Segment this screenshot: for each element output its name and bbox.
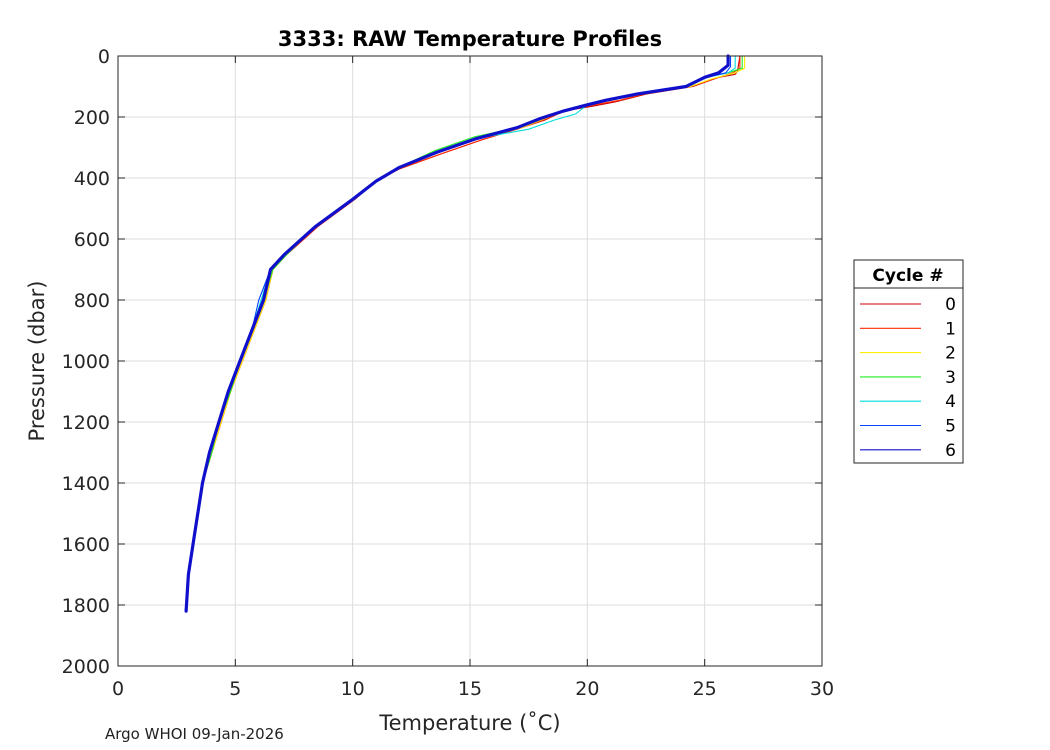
legend-label-cycle-3: 3 <box>945 368 956 388</box>
grid-lines <box>118 56 822 666</box>
x-axis: 0 5 10 15 20 25 30 <box>112 56 834 700</box>
legend-box <box>853 259 964 464</box>
x-tick-label: 0 <box>112 678 124 700</box>
series-line-cycle-1 <box>185 55 741 612</box>
x-tick-label: 20 <box>575 678 599 700</box>
series-line-cycle-5 <box>185 55 732 612</box>
legend: Cycle # 0 1 2 3 4 5 6 <box>853 259 964 464</box>
legend-label-cycle-6: 6 <box>945 441 956 461</box>
series-line-cycle-3 <box>185 55 743 612</box>
x-tick-label: 5 <box>229 678 241 700</box>
x-tick-label: 10 <box>341 678 365 700</box>
y-tick-label: 2000 <box>62 656 110 678</box>
y-tick-label: 1400 <box>62 473 110 495</box>
y-tick-label: 400 <box>74 168 110 190</box>
legend-title: Cycle # <box>872 266 943 286</box>
series-layer <box>184 54 746 613</box>
legend-label-cycle-2: 2 <box>945 344 956 364</box>
series-line-cycle-6 <box>184 54 730 613</box>
y-tick-label: 1800 <box>62 595 110 617</box>
footer-credit: Argo WHOI 09-Jan-2026 <box>105 725 284 743</box>
series-line-cycle-2 <box>185 55 746 612</box>
chart-title: 3333: RAW Temperature Profiles <box>278 27 662 51</box>
y-tick-label: 1200 <box>62 412 110 434</box>
y-tick-label: 200 <box>74 107 110 129</box>
legend-items: 0 1 2 3 4 5 6 <box>860 295 956 461</box>
y-tick-label: 0 <box>98 46 110 68</box>
y-tick-label: 800 <box>74 290 110 312</box>
y-axis-label: Pressure (dbar) <box>25 281 49 442</box>
series-line-cycle-4 <box>185 55 736 612</box>
legend-label-cycle-0: 0 <box>945 295 956 315</box>
legend-label-cycle-1: 1 <box>945 319 956 339</box>
series-line-cycle-0 <box>185 55 741 612</box>
x-tick-label: 15 <box>458 678 482 700</box>
x-tick-label: 25 <box>693 678 717 700</box>
x-tick-label: 30 <box>810 678 834 700</box>
legend-label-cycle-4: 4 <box>945 392 956 412</box>
y-tick-label: 1000 <box>62 351 110 373</box>
x-axis-label: Temperature (˚C) <box>378 711 560 735</box>
y-tick-label: 1600 <box>62 534 110 556</box>
legend-label-cycle-5: 5 <box>945 417 956 437</box>
y-tick-label: 600 <box>74 229 110 251</box>
y-axis: 0 200 400 600 800 1000 1200 1400 1600 1800 2000 <box>62 46 822 678</box>
